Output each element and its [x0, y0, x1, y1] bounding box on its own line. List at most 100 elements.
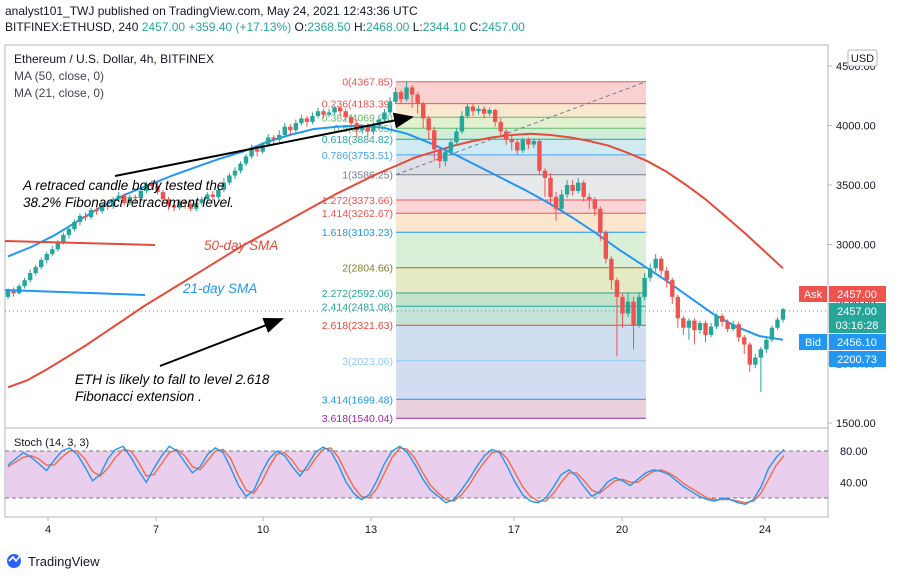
stoch-tick-label: 80.00 — [840, 446, 868, 458]
candle-body — [249, 149, 254, 157]
candle-body — [387, 101, 393, 113]
open-label: O: — [294, 20, 308, 34]
sma50-marker-line — [4, 240, 156, 246]
candle-body — [575, 182, 581, 191]
candle-body — [33, 267, 38, 274]
candle-body — [614, 280, 620, 297]
candle-body — [55, 242, 61, 250]
candle-body — [631, 301, 636, 326]
fib-level-label: 0.382(4069.28) — [322, 112, 393, 124]
candle-body — [470, 106, 476, 112]
candle-body — [349, 117, 354, 124]
candle-body — [216, 189, 221, 197]
time-tick-label: 20 — [616, 524, 628, 536]
fib-level-label: 3(2023.06) — [342, 356, 393, 368]
candle-body — [625, 301, 631, 314]
candle-body — [310, 115, 315, 122]
time-tick-label: 24 — [759, 524, 771, 536]
stochastic-pane: 80.00 40.00 — [5, 445, 868, 506]
time-tick-label: 4 — [45, 524, 51, 536]
time-tick-label: 13 — [365, 524, 377, 536]
moving-averages — [7, 124, 784, 389]
fib-zone — [396, 232, 646, 268]
candle-body — [122, 195, 127, 203]
last-price-axis: 2457.00 — [837, 306, 877, 318]
bid-price: 2456.10 — [837, 337, 877, 349]
candle-body — [326, 112, 332, 115]
candle-body — [260, 144, 265, 152]
fib-level-label: 2.414(2481.08) — [322, 301, 393, 313]
retrace-note-line1: A retraced candle body tested the — [22, 178, 224, 193]
candle-body — [653, 258, 658, 269]
open-value: 2368.50 — [307, 20, 351, 34]
candle-body — [692, 320, 697, 331]
candle-body — [77, 215, 83, 222]
candle-body — [44, 254, 49, 260]
fib-level-label: 2(2804.66) — [342, 263, 393, 275]
fib-level-label: 1.618(3103.23) — [322, 227, 393, 239]
candle-body — [166, 199, 171, 206]
candle-body — [315, 111, 321, 116]
stoch-k-line — [7, 445, 785, 506]
fib-zone — [396, 293, 646, 307]
candle-body — [504, 131, 509, 140]
ask-label: Ask — [804, 289, 823, 301]
candle-body — [670, 280, 675, 297]
candle-body — [415, 94, 420, 105]
candle-body — [454, 131, 459, 143]
candle-body — [271, 137, 276, 140]
candle-body — [509, 139, 514, 143]
candle-body — [177, 201, 182, 208]
candle-body — [371, 125, 376, 132]
fib-zone — [396, 213, 646, 233]
candle-body — [559, 194, 564, 209]
currency-button[interactable] — [847, 49, 878, 67]
candle-body — [254, 149, 260, 152]
candle-body — [769, 327, 775, 340]
candle-body — [182, 201, 188, 205]
price-tick-label: 1500.00 — [836, 418, 876, 430]
extension-note-line1: ETH is likely to fall to level 2.618 — [75, 372, 270, 387]
low-label: L: — [412, 20, 423, 34]
bid-tag — [799, 334, 827, 350]
candle-body — [398, 92, 404, 100]
retrace-note-line2: 38.2% Fibonacci retracement level. — [23, 195, 234, 210]
candle-body — [736, 324, 741, 338]
candle-body — [675, 296, 681, 319]
candle-body — [564, 185, 570, 195]
extension-arrow — [159, 318, 284, 367]
fib-zone — [396, 81, 646, 104]
fib-zone — [396, 325, 646, 361]
candle-body — [227, 175, 232, 183]
time-axis[interactable]: 4 7 10 13 17 20 24 — [45, 517, 771, 536]
candle-body — [105, 205, 110, 207]
tradingview-wordmark: TradingView — [28, 554, 100, 569]
candle-body — [376, 119, 382, 126]
retrace-arrow — [114, 112, 414, 177]
candle-body — [681, 318, 686, 328]
candle-body — [155, 186, 160, 193]
candle-body — [304, 118, 310, 122]
fib-zone — [396, 360, 646, 400]
candle-body — [775, 319, 780, 328]
tradingview-logo[interactable]: TradingView — [7, 554, 100, 569]
low-value: 2344.10 — [422, 20, 467, 34]
fib-level-label: 3.414(1699.48) — [322, 394, 393, 406]
high-label: H: — [353, 20, 366, 34]
candle-body — [515, 142, 520, 151]
tradingview-icon — [7, 554, 21, 568]
candle-body — [747, 344, 752, 365]
candle-body — [636, 296, 642, 326]
close-value: 2457.00 — [481, 20, 525, 34]
candle-body — [603, 232, 609, 259]
candle-body — [66, 229, 72, 235]
candle-body — [437, 149, 442, 162]
candle-body — [459, 115, 465, 132]
fib-level-label: 1.272(3373.66) — [322, 195, 393, 207]
price-axis[interactable]: 4500.004000.003500.003000.002500.002000.… — [828, 61, 876, 430]
ask-tag — [799, 286, 827, 302]
publish-info: analyst101_TWJ published on TradingView.… — [5, 4, 418, 18]
fibonacci-extension[interactable]: 0(4367.85)0.236(4183.39)0.382(4069.28)0.… — [322, 77, 647, 426]
